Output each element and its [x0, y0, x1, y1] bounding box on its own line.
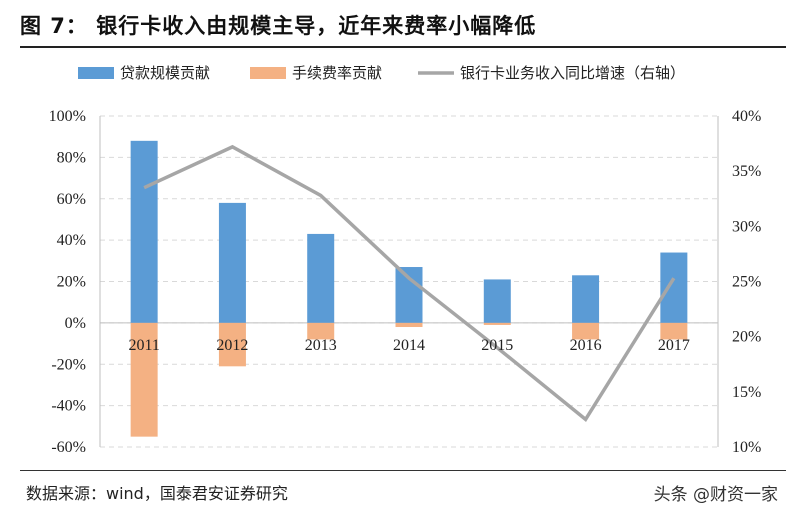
legend-swatch [250, 67, 286, 79]
category-label: 2017 [658, 337, 690, 354]
left-tick-label: 40% [57, 232, 86, 249]
left-tick-label: 80% [57, 149, 86, 166]
legend-label: 银行卡业务收入同比增速（右轴） [460, 64, 685, 82]
figure-title: 图 7： 银行卡收入由规模主导，近年来费率小幅降低 [20, 14, 537, 38]
bar-loan-contribution [218, 202, 246, 323]
category-label: 2014 [393, 337, 425, 354]
bar-fee-contribution [130, 322, 158, 437]
right-tick-label: 25% [732, 274, 761, 291]
left-axis: 100% 80% 60% 40% 20% 0% -20% -40% -60% [49, 108, 101, 456]
category-label: 2016 [570, 337, 602, 354]
legend-swatch [78, 67, 114, 79]
category-label: 2012 [216, 337, 248, 354]
title-divider [20, 46, 786, 48]
legend-label: 手续费率贡献 [292, 64, 382, 82]
category-label: 2015 [481, 337, 513, 354]
bar-fee-contribution [572, 322, 600, 340]
bar-loan-contribution [572, 275, 600, 323]
category-label: 2013 [305, 337, 337, 354]
left-tick-label: -60% [51, 439, 86, 456]
bars [130, 140, 688, 437]
bar-loan-contribution [130, 140, 158, 323]
right-tick-label: 35% [732, 163, 761, 180]
line-series [143, 144, 676, 423]
line-revenue-growth [143, 144, 676, 423]
left-tick-label: 0% [65, 315, 86, 332]
right-tick-label: 10% [732, 439, 761, 456]
bar-fee-contribution [218, 322, 246, 367]
watermark: 头条 @财资一家 [653, 485, 778, 505]
bar-loan-contribution [395, 267, 423, 323]
right-tick-label: 40% [732, 108, 761, 125]
left-tick-label: 20% [57, 274, 86, 291]
category-labels: 2011 2012 2013 2014 2015 2016 2017 [128, 337, 689, 354]
right-tick-label: 15% [732, 384, 761, 401]
right-axis: 40% 35% 30% 25% 20% 15% 10% [717, 108, 761, 456]
chart-area: 100% 80% 60% 40% 20% 0% -20% -40% -60% 40% 35% 30%… [49, 64, 762, 456]
bar-fee-contribution [395, 322, 423, 328]
left-tick-label: 100% [49, 108, 86, 125]
legend: 贷款规模贡献 手续费率贡献 银行卡业务收入同比增速（右轴） [78, 64, 685, 82]
bar-fee-contribution [660, 322, 688, 340]
bar-fee-contribution [307, 322, 335, 340]
right-tick-label: 30% [732, 218, 761, 235]
footer-divider [20, 470, 786, 471]
bar-loan-contribution [660, 252, 688, 323]
bar-fee-contribution [483, 322, 511, 325]
right-tick-label: 20% [732, 329, 761, 346]
bar-loan-contribution [307, 233, 335, 323]
left-tick-label: -40% [51, 398, 86, 415]
left-tick-label: -20% [51, 356, 86, 373]
source-note: 数据来源：wind，国泰君安证券研究 [26, 484, 288, 503]
left-tick-label: 60% [57, 191, 86, 208]
bar-loan-contribution [483, 279, 511, 323]
legend-label: 贷款规模贡献 [120, 64, 210, 82]
category-label: 2011 [128, 337, 159, 354]
